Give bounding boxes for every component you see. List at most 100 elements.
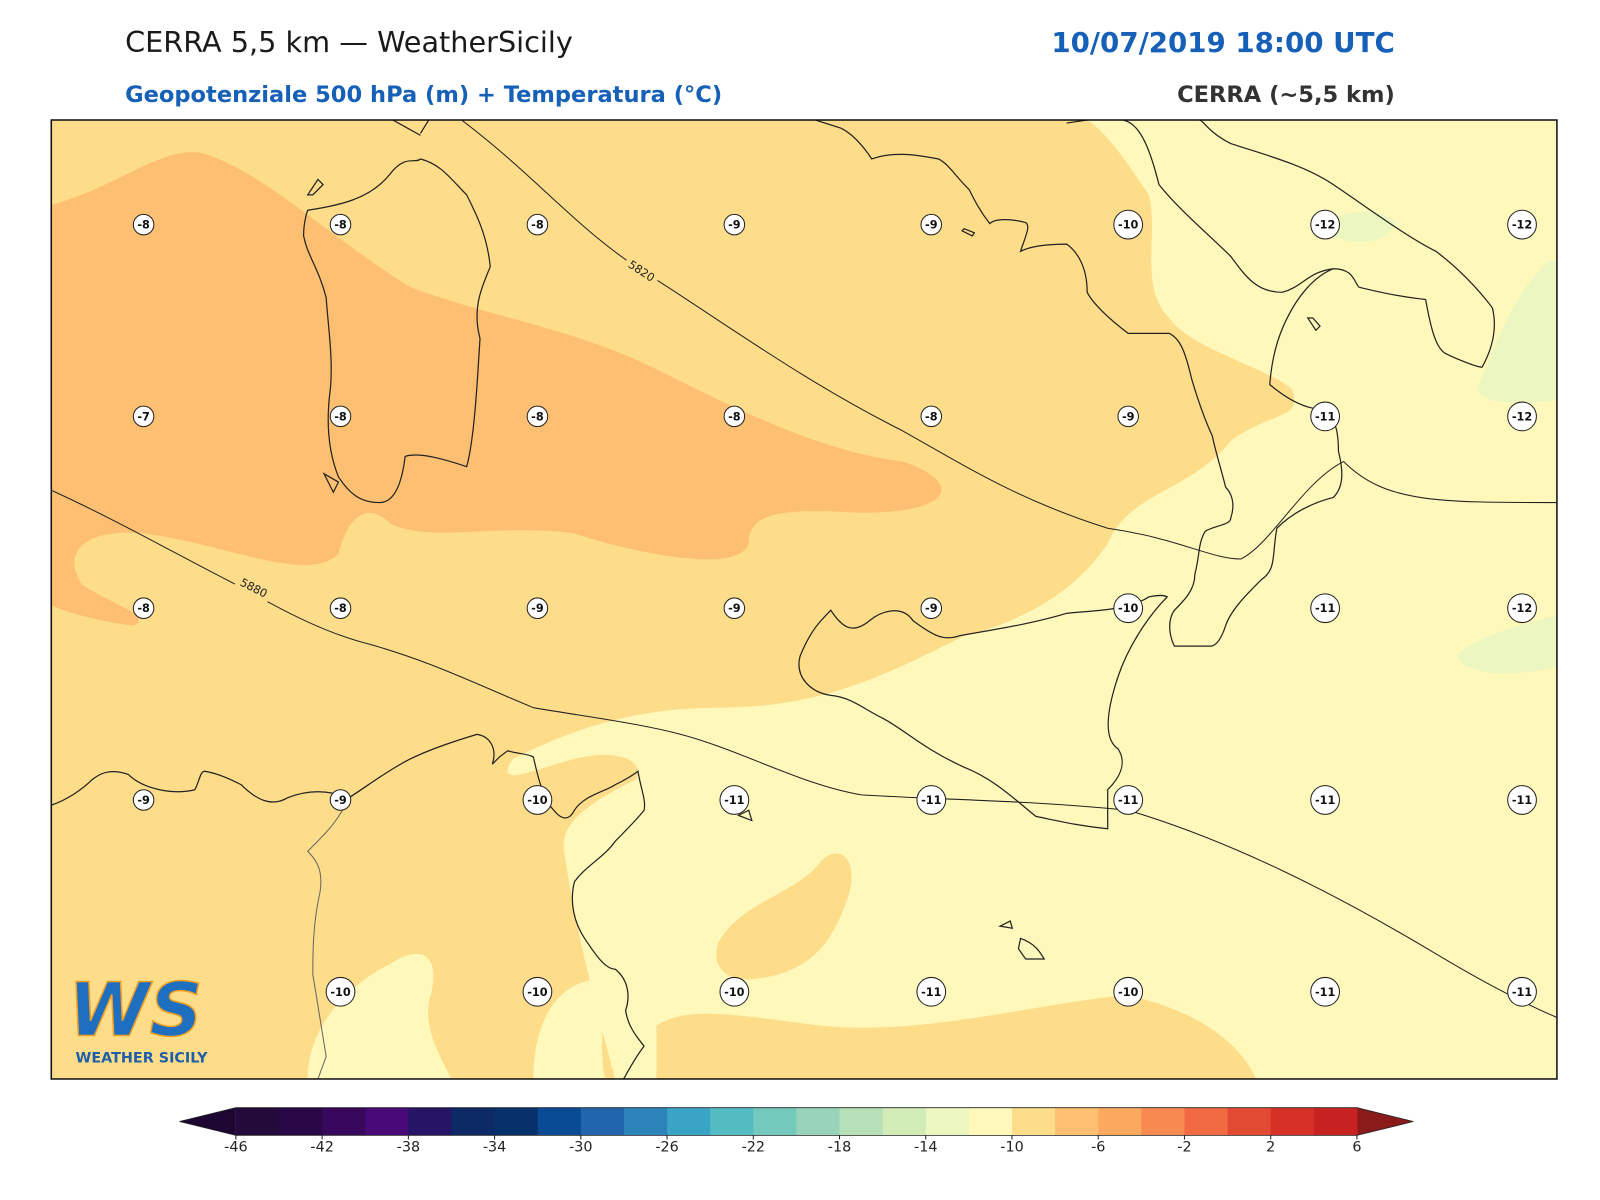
temperature-label: -11 bbox=[1512, 986, 1533, 999]
temperature-field bbox=[716, 853, 852, 980]
temperature-label: -10 bbox=[527, 794, 548, 807]
temperature-marker bbox=[719, 785, 750, 815]
temperature-label: -8 bbox=[728, 410, 741, 423]
temperature-marker bbox=[526, 213, 549, 236]
colorbar-segment bbox=[580, 1107, 625, 1136]
temperature-field bbox=[507, 119, 1557, 1079]
temperature-marker bbox=[920, 405, 943, 428]
temperature-label: -8 bbox=[137, 219, 150, 232]
colorbar-segment bbox=[925, 1107, 970, 1136]
colorbar-segment bbox=[753, 1107, 797, 1136]
temperature-marker bbox=[1507, 785, 1537, 815]
colorbar-tick-label: -6 bbox=[1091, 1140, 1105, 1156]
logo-text: WEATHER SICILY bbox=[76, 1050, 209, 1066]
colorbar-segment bbox=[796, 1107, 841, 1136]
temperature-marker bbox=[719, 976, 750, 1007]
colorbar-segment bbox=[408, 1107, 452, 1136]
temperature-marker bbox=[723, 213, 746, 236]
temperature-marker bbox=[522, 785, 553, 815]
temperature-label: -11 bbox=[1118, 794, 1139, 807]
temperature-label: -9 bbox=[925, 219, 938, 232]
temperature-label: -8 bbox=[531, 219, 544, 232]
colorbar-segment bbox=[1270, 1107, 1315, 1136]
temperature-label: -9 bbox=[531, 602, 544, 615]
temperature-label: -8 bbox=[334, 219, 347, 232]
colorbar-segment bbox=[1313, 1107, 1358, 1136]
temperature-marker bbox=[132, 789, 155, 811]
temperature-label: -10 bbox=[527, 986, 548, 999]
geopotential-contour bbox=[51, 489, 1557, 1018]
temperature-label: -9 bbox=[1122, 410, 1135, 423]
temperature-label: -12 bbox=[1512, 219, 1532, 232]
datetime: 10/07/2019 18:00 UTC bbox=[1051, 26, 1394, 59]
colorbar-segment bbox=[623, 1107, 668, 1136]
subtitle: Geopotenziale 500 hPa (m) + Temperatura … bbox=[125, 82, 722, 108]
title: CERRA 5,5 km — WeatherSicily bbox=[125, 25, 573, 59]
temperature-label: -11 bbox=[1315, 986, 1336, 999]
contour-label-bg bbox=[621, 255, 661, 288]
temperature-label: -9 bbox=[728, 602, 741, 615]
colorbar-segment bbox=[1184, 1107, 1229, 1136]
colorbar-segment bbox=[1055, 1107, 1099, 1136]
colorbar-segment bbox=[839, 1107, 884, 1136]
temperature-label: -11 bbox=[1315, 410, 1336, 423]
temperature-label: -10 bbox=[330, 986, 351, 999]
colorbar: -46 -42 -38 -34 -30 -26 -22 -18 -14 -10 -6 -2 2 6 bbox=[179, 1107, 1414, 1156]
temperature-marker bbox=[329, 789, 352, 811]
colorbar-segment bbox=[710, 1107, 754, 1136]
temperature-marker bbox=[1117, 405, 1139, 428]
colorbar-segment bbox=[494, 1107, 539, 1136]
coastline bbox=[302, 158, 491, 504]
colorbar-segment bbox=[537, 1107, 582, 1136]
temperature-label: -9 bbox=[334, 794, 347, 807]
colorbar-tick-label: 2 bbox=[1266, 1140, 1275, 1156]
temperature-marker bbox=[723, 597, 746, 619]
colorbar-tick-label: -10 bbox=[1000, 1140, 1023, 1156]
temperature-label: -8 bbox=[334, 410, 347, 423]
temperature-label: -11 bbox=[1315, 794, 1336, 807]
temperature-marker bbox=[1310, 593, 1340, 624]
colorbar-tick-label: -18 bbox=[828, 1140, 851, 1156]
colorbar-segment bbox=[279, 1107, 323, 1136]
colorbar-tick-label: -46 bbox=[224, 1140, 247, 1156]
temperature-marker bbox=[1310, 976, 1340, 1007]
temperature-label: -8 bbox=[137, 602, 150, 615]
colorbar-segment bbox=[1098, 1107, 1142, 1136]
temperature-label: -10 bbox=[1118, 219, 1139, 232]
temperature-label: -11 bbox=[921, 794, 942, 807]
temperature-label: -12 bbox=[1512, 410, 1532, 423]
temperature-marker bbox=[329, 213, 352, 236]
temperature-marker bbox=[526, 405, 549, 428]
temperature-label: -10 bbox=[1118, 602, 1139, 615]
temperature-marker bbox=[1310, 785, 1340, 815]
colorbar-segment bbox=[1227, 1107, 1272, 1136]
colorbar-tick-label: -34 bbox=[483, 1140, 506, 1156]
temperature-marker bbox=[1310, 209, 1340, 240]
temperature-marker bbox=[1507, 209, 1537, 240]
temperature-marker bbox=[325, 976, 356, 1007]
temperature-marker bbox=[1310, 401, 1340, 432]
temperature-marker bbox=[1507, 976, 1537, 1007]
colorbar-tick-label: -14 bbox=[914, 1140, 937, 1156]
temperature-marker bbox=[723, 405, 746, 428]
colorbar-tick-label: 6 bbox=[1352, 1140, 1361, 1156]
temperature-label: -12 bbox=[1512, 602, 1532, 615]
colorbar-segment bbox=[322, 1107, 366, 1136]
colorbar-tick-label: -26 bbox=[655, 1140, 678, 1156]
colorbar-under bbox=[179, 1107, 236, 1136]
colorbar-tick-label: -2 bbox=[1177, 1140, 1191, 1156]
temperature-label: -8 bbox=[531, 410, 544, 423]
temperature-marker bbox=[132, 213, 155, 236]
temperature-marker bbox=[132, 597, 155, 619]
temperature-marker bbox=[1113, 785, 1144, 815]
temperature-marker bbox=[1507, 593, 1537, 624]
temperature-marker bbox=[1113, 976, 1144, 1007]
temperature-marker bbox=[329, 597, 352, 619]
model-label: CERRA (~5,5 km) bbox=[1177, 82, 1395, 108]
temperature-label: -9 bbox=[925, 602, 938, 615]
contour-label-bg bbox=[233, 573, 274, 604]
colorbar-tick-label: -30 bbox=[569, 1140, 592, 1156]
temperature-marker bbox=[329, 405, 352, 428]
